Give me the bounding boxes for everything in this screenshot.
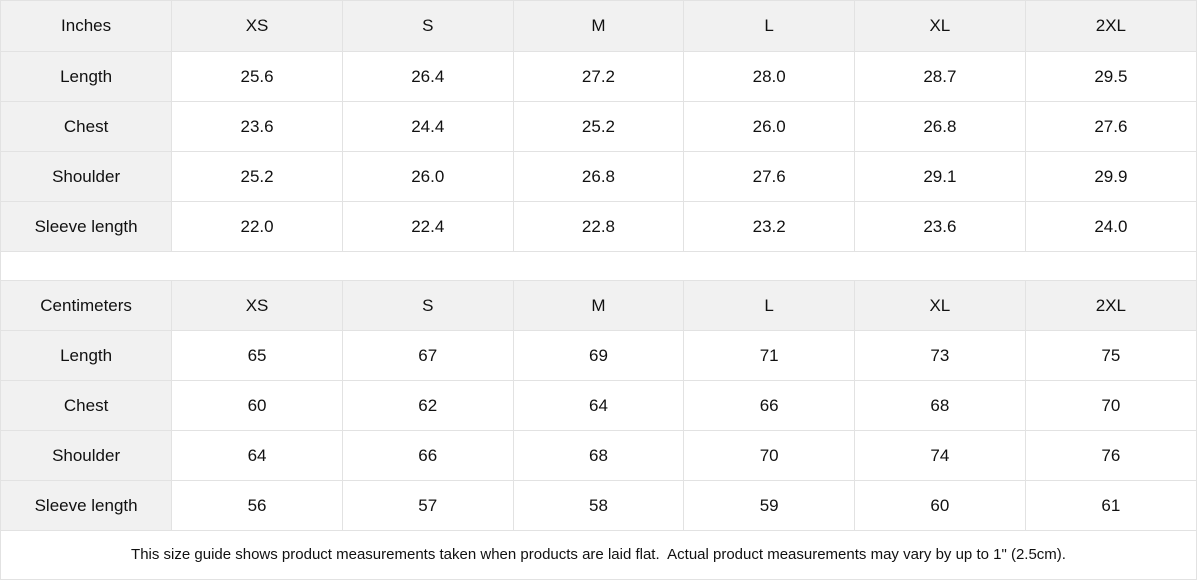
size-header-cell: 2XL [1024,1,1196,52]
measurement-cell: 69 [512,329,685,381]
size-guide-note: This size guide shows product measuremen… [1,530,1196,579]
measurement-cell: 29.9 [1024,150,1196,202]
measurement-cell: 26.8 [512,150,685,202]
size-header-cell: L [683,279,856,331]
unit-header-cell: Centimeters [1,279,173,331]
measurement-cell: 70 [683,429,856,481]
measurement-cell: 65 [171,329,343,381]
measurement-cell: 70 [1024,379,1196,431]
size-header-cell: S [341,1,514,52]
measurement-cell: 25.2 [171,150,343,202]
measurement-row: Shoulder 64 66 68 70 74 76 [1,429,1196,481]
measurement-cell: 23.2 [683,200,856,252]
row-label-cell: Shoulder [1,150,173,202]
measurement-cell: 58 [512,479,685,531]
measurement-cell: 57 [341,479,514,531]
measurement-row: Chest 23.6 24.4 25.2 26.0 26.8 27.6 [1,100,1196,152]
measurement-cell: 26.0 [683,100,856,152]
measurement-cell: 26.8 [854,100,1026,152]
measurement-cell: 62 [341,379,514,431]
row-label-cell: Chest [1,100,173,152]
size-header-cell: L [683,1,856,52]
measurement-cell: 68 [512,429,685,481]
measurement-cell: 71 [683,329,856,381]
measurement-row: Chest 60 62 64 66 68 70 [1,379,1196,431]
measurement-cell: 64 [171,429,343,481]
measurement-cell: 22.8 [512,200,685,252]
measurement-cell: 25.2 [512,100,685,152]
size-header-cell: M [512,1,685,52]
measurement-cell: 61 [1024,479,1196,531]
row-label-cell: Length [1,50,173,102]
unit-header-cell: Inches [1,1,173,52]
size-header-cell: XS [171,1,343,52]
measurement-cell: 23.6 [171,100,343,152]
measurement-cell: 60 [854,479,1026,531]
row-label-cell: Sleeve length [1,479,173,531]
measurement-row: Length 65 67 69 71 73 75 [1,329,1196,381]
measurement-cell: 76 [1024,429,1196,481]
measurement-cell: 24.0 [1024,200,1196,252]
measurement-cell: 68 [854,379,1026,431]
measurement-row: Shoulder 25.2 26.0 26.8 27.6 29.1 29.9 [1,150,1196,202]
measurement-cell: 27.6 [1024,100,1196,152]
size-header-row: Centimeters XS S M L XL 2XL [1,279,1196,331]
size-header-cell: M [512,279,685,331]
measurement-cell: 29.5 [1024,50,1196,102]
measurement-cell: 22.4 [341,200,514,252]
table-spacer [1,251,1196,280]
measurement-cell: 26.0 [341,150,514,202]
measurement-cell: 25.6 [171,50,343,102]
measurement-cell: 27.6 [683,150,856,202]
measurement-cell: 75 [1024,329,1196,381]
measurement-cell: 60 [171,379,343,431]
measurement-cell: 22.0 [171,200,343,252]
measurement-cell: 24.4 [341,100,514,152]
measurement-row: Sleeve length 56 57 58 59 60 61 [1,479,1196,531]
measurement-cell: 73 [854,329,1026,381]
size-header-row: Inches XS S M L XL 2XL [1,1,1196,52]
size-header-cell: XL [854,1,1026,52]
size-header-cell: S [341,279,514,331]
measurement-cell: 74 [854,429,1026,481]
measurement-cell: 26.4 [341,50,514,102]
row-label-cell: Sleeve length [1,200,173,252]
measurement-cell: 64 [512,379,685,431]
inches-size-table: Inches XS S M L XL 2XL Length 25.6 26.4 27.2 28.0 28… [1,1,1196,252]
measurement-cell: 66 [683,379,856,431]
measurement-cell: 27.2 [512,50,685,102]
measurement-cell: 29.1 [854,150,1026,202]
measurement-cell: 28.0 [683,50,856,102]
size-header-cell: 2XL [1024,279,1196,331]
measurement-cell: 56 [171,479,343,531]
size-header-cell: XL [854,279,1026,331]
row-label-cell: Length [1,329,173,381]
measurement-cell: 67 [341,329,514,381]
measurement-row: Sleeve length 22.0 22.4 22.8 23.2 23.6 24.0 [1,200,1196,252]
measurement-cell: 59 [683,479,856,531]
measurement-cell: 28.7 [854,50,1026,102]
measurement-cell: 23.6 [854,200,1026,252]
row-label-cell: Chest [1,379,173,431]
size-header-cell: XS [171,279,343,331]
measurement-cell: 66 [341,429,514,481]
measurement-row: Length 25.6 26.4 27.2 28.0 28.7 29.5 [1,50,1196,102]
centimeters-size-table: Centimeters XS S M L XL 2XL Length 65 67 69 71 73 75 C… [1,279,1196,531]
row-label-cell: Shoulder [1,429,173,481]
